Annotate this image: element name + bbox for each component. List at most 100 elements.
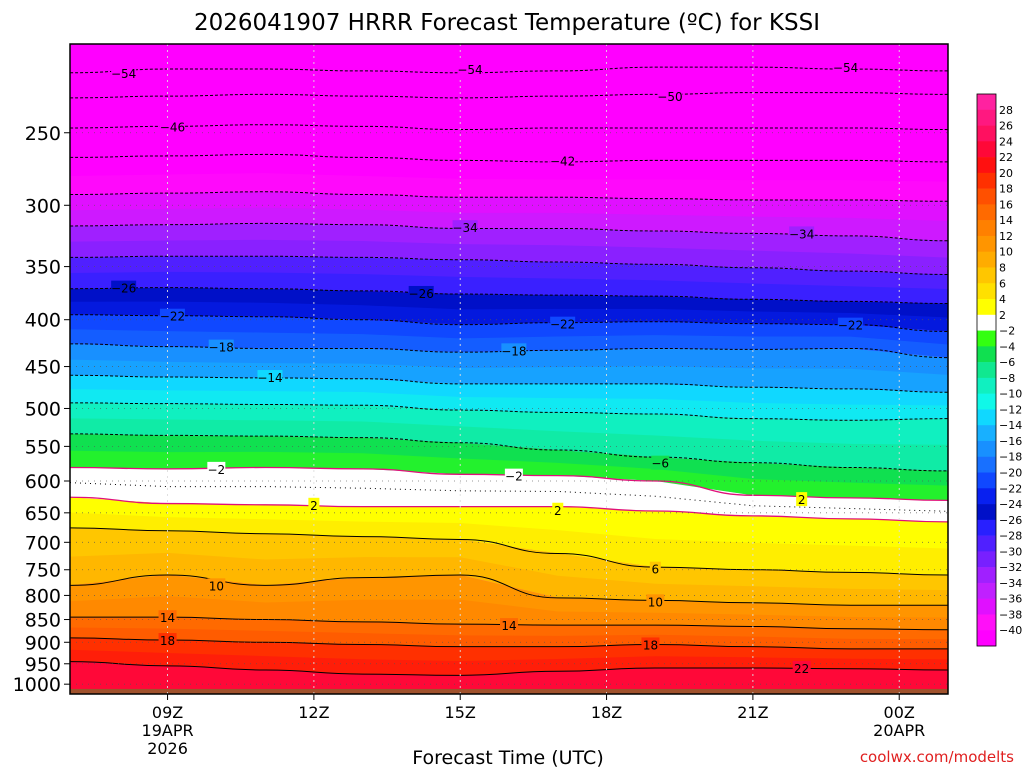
temp-band-shade bbox=[70, 627, 948, 649]
colorbar-label: 14 bbox=[999, 214, 1013, 227]
colorbar-cell bbox=[977, 630, 996, 647]
isotherm-label-bg bbox=[208, 339, 234, 354]
colorbar-cell bbox=[977, 377, 996, 394]
temp-band-shade bbox=[70, 79, 948, 98]
isotherm-label: −2 bbox=[207, 463, 225, 477]
isotherm-label-bg bbox=[159, 119, 185, 134]
colorbar-cell bbox=[977, 314, 996, 331]
time-tick-label: 00Z bbox=[884, 703, 915, 722]
temp-band-shade bbox=[70, 173, 948, 202]
isotherm-label: 10 bbox=[209, 579, 224, 593]
pressure-tick-label: 900 bbox=[25, 632, 61, 654]
colorbar-label: 26 bbox=[999, 120, 1013, 133]
colorbar-cell bbox=[977, 172, 996, 189]
colorbar-label: −38 bbox=[999, 608, 1022, 621]
ground-strip bbox=[70, 688, 948, 694]
colorbar-frame bbox=[976, 93, 997, 647]
isotherm-line bbox=[70, 66, 948, 74]
colorbar-cell bbox=[977, 393, 996, 410]
isotherm-label: −50 bbox=[657, 90, 682, 104]
time-tick-label: 21Z bbox=[737, 703, 768, 722]
isotherm-label: −18 bbox=[209, 341, 234, 355]
colorbar-cell bbox=[977, 535, 996, 552]
isotherm-label-bg bbox=[837, 317, 863, 332]
temp-band-shade bbox=[70, 450, 948, 501]
colorbar-cell bbox=[977, 504, 996, 521]
isotherm-label-bg bbox=[796, 492, 808, 507]
pressure-tick-label: 250 bbox=[25, 123, 61, 145]
colorbar-label: −14 bbox=[999, 419, 1022, 432]
pressure-tick-label: 700 bbox=[25, 532, 61, 554]
temp-band-shade bbox=[70, 552, 948, 606]
colorbar-cell bbox=[977, 582, 996, 599]
colorbar-cell bbox=[977, 519, 996, 536]
isotherm-label-bg bbox=[646, 594, 665, 609]
colorbar-cell bbox=[977, 346, 996, 363]
isotherm-label: 14 bbox=[160, 611, 175, 625]
isotherm-label: −22 bbox=[160, 310, 185, 324]
isotherm-label-bg bbox=[500, 618, 518, 633]
temp-band-shade bbox=[70, 649, 948, 676]
temp-band-shade bbox=[70, 239, 948, 275]
colorbar-label: 20 bbox=[999, 167, 1013, 180]
isotherm-label: 2 bbox=[798, 493, 806, 507]
plot-frame bbox=[69, 43, 949, 695]
isotherm-label: −34 bbox=[789, 227, 814, 241]
isotherm-label-bg bbox=[158, 610, 177, 625]
colorbar-cell bbox=[977, 472, 996, 489]
isotherm-label: 6 bbox=[652, 563, 660, 577]
isotherm-line bbox=[70, 496, 948, 523]
isotherm-label: −54 bbox=[457, 63, 482, 77]
colorbar-label: −8 bbox=[999, 372, 1015, 385]
chart-title: 2026041907 HRRR Forecast Temperature (ºC… bbox=[194, 10, 820, 36]
isotherm-label-bg bbox=[550, 153, 576, 168]
colorbar-label: 6 bbox=[999, 277, 1006, 290]
isotherm-label-bg bbox=[504, 468, 523, 483]
isotherm-label: 2 bbox=[310, 499, 318, 513]
colorbar-cell bbox=[977, 488, 996, 505]
isotherm-label-bg bbox=[649, 561, 661, 576]
colorbar-cell bbox=[977, 204, 996, 221]
isotherm-line bbox=[70, 153, 948, 163]
isotherm-label-bg bbox=[452, 220, 478, 235]
colorbar-cell bbox=[977, 188, 996, 205]
colorbar-label: 8 bbox=[999, 261, 1006, 274]
pressure-tick-label: 300 bbox=[25, 195, 61, 217]
isotherm-label: −34 bbox=[452, 221, 477, 235]
colorbar-label: −32 bbox=[999, 561, 1022, 574]
pressure-tick-label: 650 bbox=[25, 503, 61, 525]
isotherm-label-bg bbox=[207, 461, 226, 476]
colorbar-label: 28 bbox=[999, 104, 1013, 117]
pressure-tick-label: 750 bbox=[25, 560, 61, 582]
time-tick-label: 18Z bbox=[591, 703, 622, 722]
isotherm-label-bg bbox=[792, 660, 811, 675]
isotherm-line bbox=[70, 527, 948, 576]
isotherm-label-bg bbox=[207, 578, 226, 593]
time-tick-label: 15Z bbox=[445, 703, 476, 722]
isotherm-label: −42 bbox=[550, 154, 575, 168]
colorbar-cell bbox=[977, 283, 996, 300]
colorbar-cell bbox=[977, 456, 996, 473]
colorbar-cell bbox=[977, 141, 996, 158]
colorbar: 28 26 24 22 20 18 16 14 12 10 8 6 4 2 −2 −4 −6 −8 −10 −12 −1… bbox=[976, 93, 1022, 647]
colorbar-label: −12 bbox=[999, 403, 1022, 416]
colorbar-label: 10 bbox=[999, 246, 1013, 259]
isotherm-label: 14 bbox=[501, 619, 516, 633]
colorbar-cell bbox=[977, 440, 996, 458]
colorbar-cell bbox=[977, 235, 996, 253]
colorbar-cell bbox=[977, 598, 996, 615]
colorbar-label: 24 bbox=[999, 135, 1013, 148]
colorbar-label: −4 bbox=[999, 340, 1015, 353]
isotherm-label-bg bbox=[657, 89, 683, 104]
pressure-tick-label: 550 bbox=[25, 436, 61, 458]
colorbar-cell bbox=[977, 109, 996, 126]
site-credit: coolwx.com/modelts bbox=[860, 748, 1014, 766]
colorbar-cell bbox=[977, 267, 996, 284]
isotherm-line bbox=[70, 92, 948, 99]
colorbar-cell bbox=[977, 362, 996, 379]
colorbar-label: −30 bbox=[999, 545, 1022, 558]
temp-band-shade bbox=[70, 482, 948, 522]
colorbar-cell bbox=[977, 251, 996, 268]
isotherm-label-bg bbox=[159, 308, 185, 323]
pressure-tick-label: 1000 bbox=[13, 674, 61, 696]
